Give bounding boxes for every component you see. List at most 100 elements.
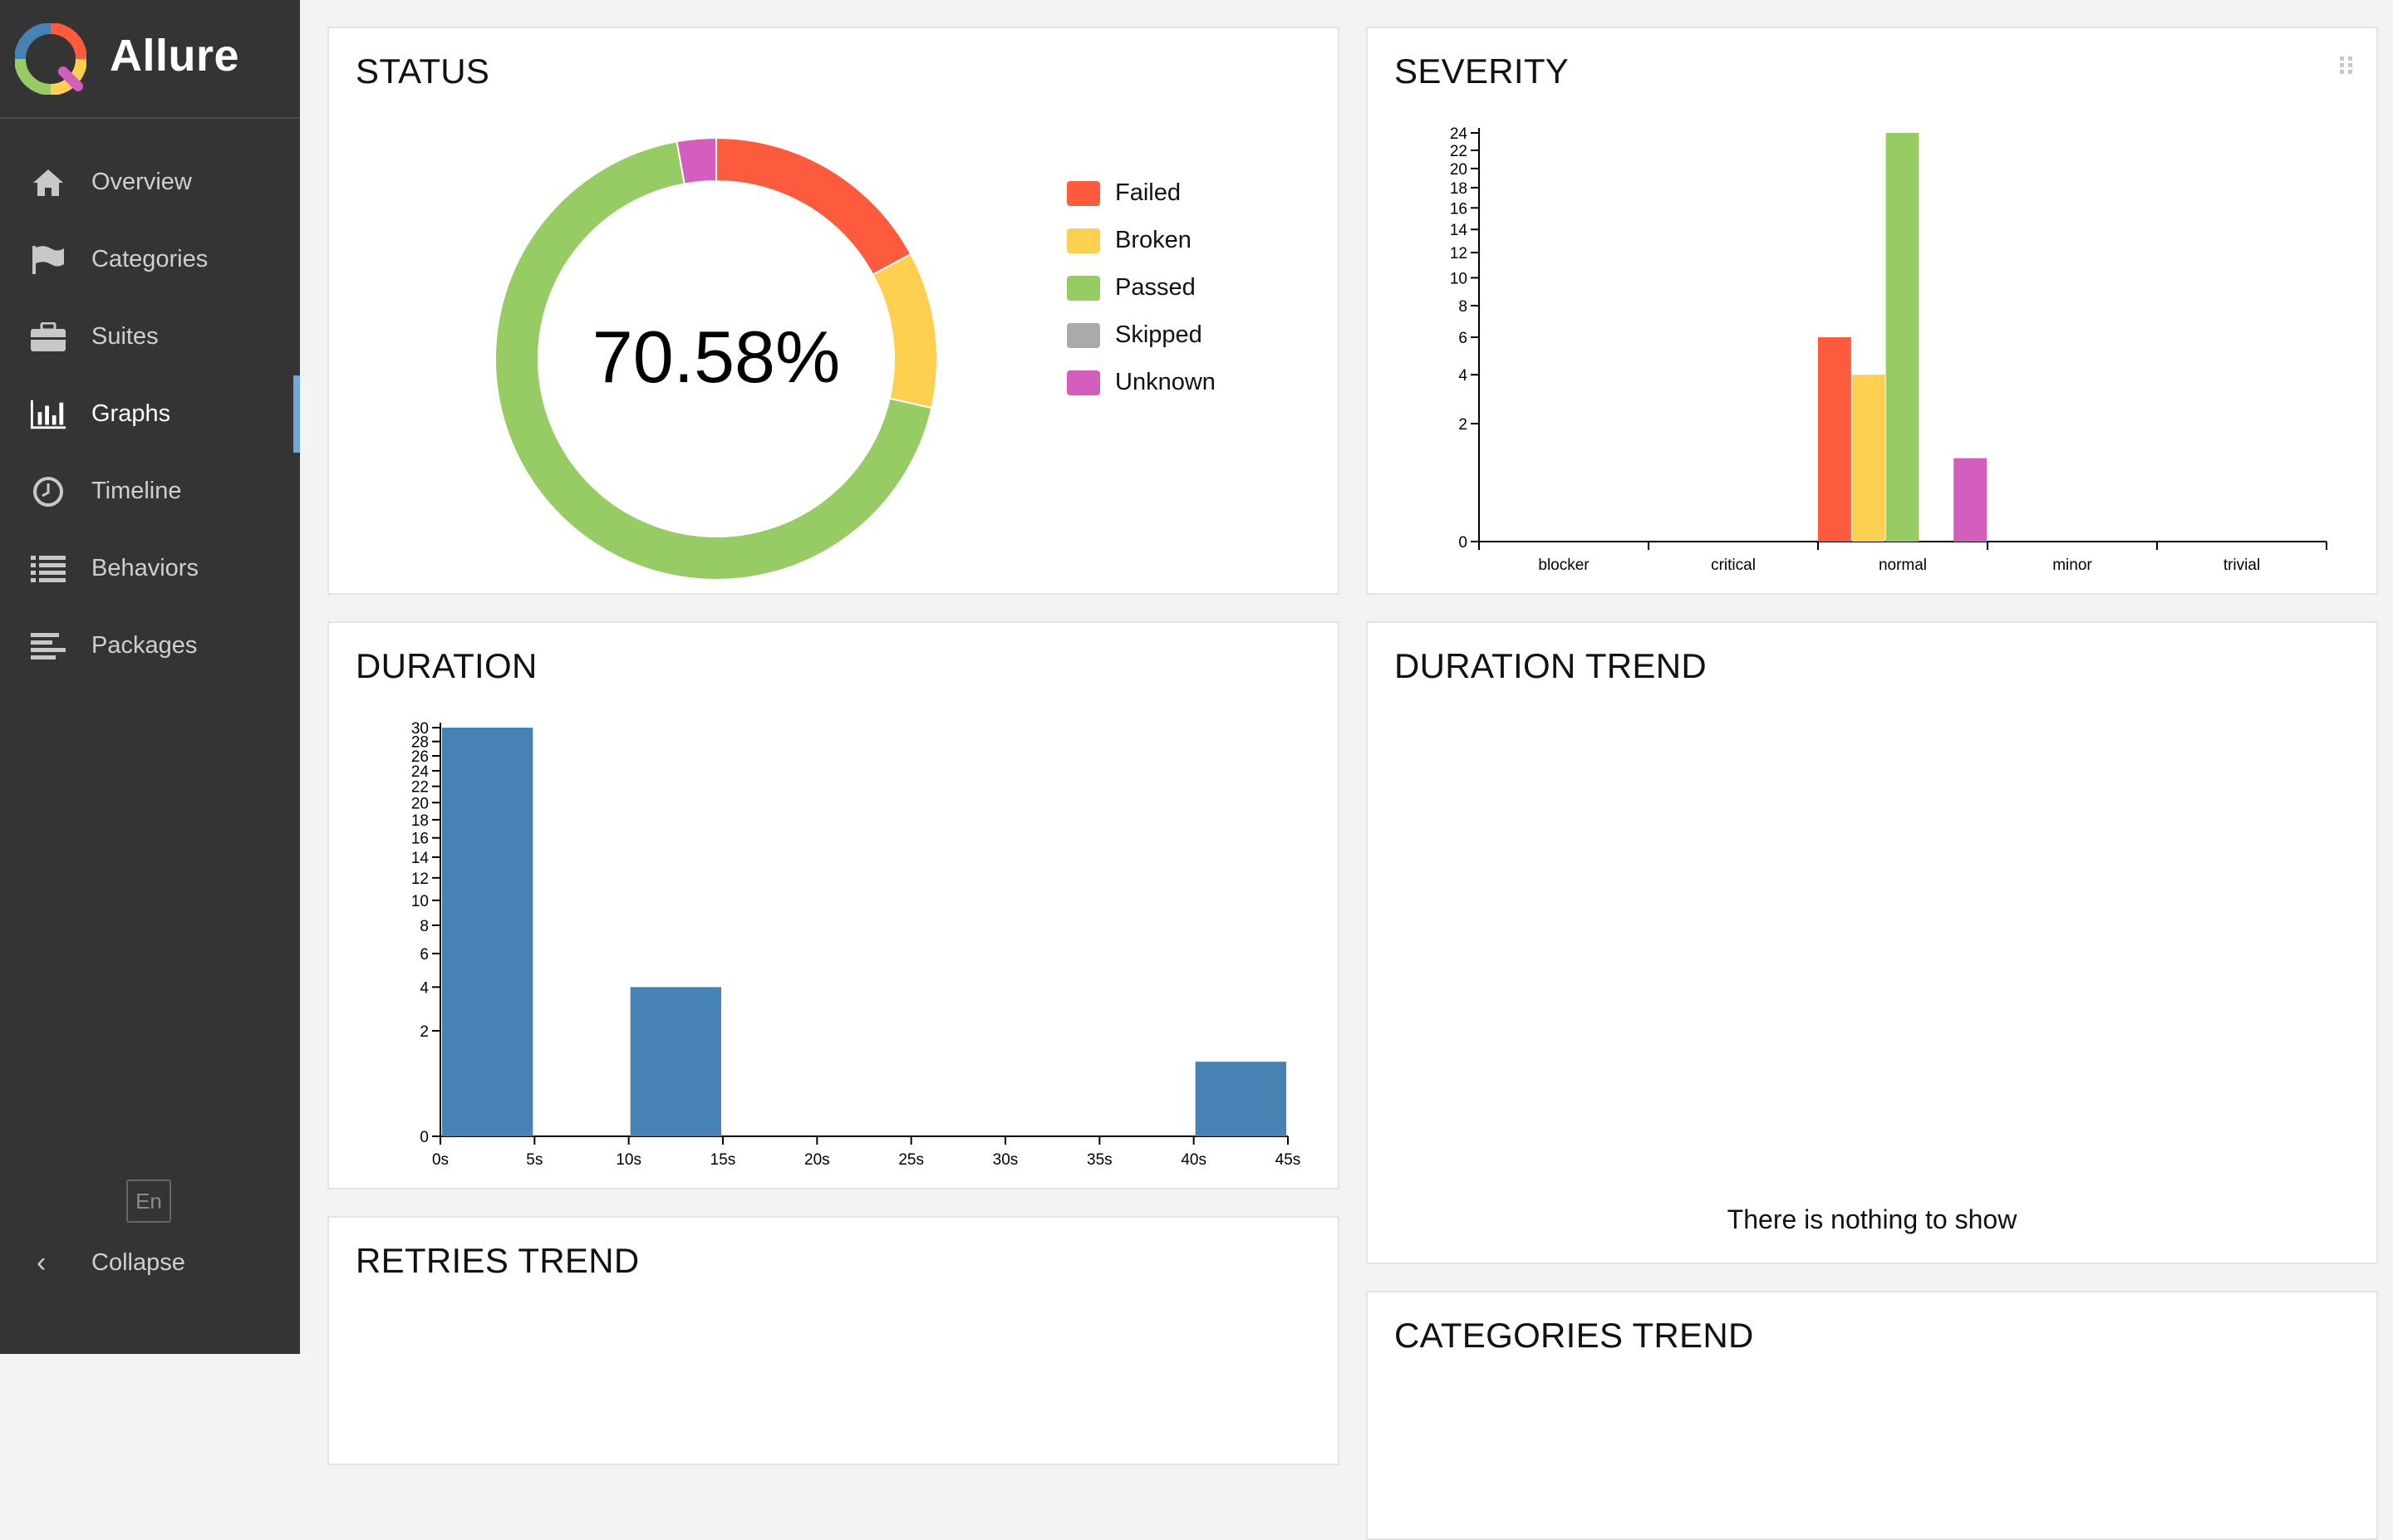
sidebar-item-label: Overview [91, 169, 192, 195]
y-tick-label: 14 [1450, 222, 1468, 239]
x-tick-label: 30s [993, 1151, 1019, 1169]
y-tick-label: 2 [420, 1023, 429, 1041]
status-percentage: 70.58% [592, 316, 840, 398]
legend-label: Skipped [1115, 321, 1202, 348]
legend-item-unknown[interactable]: Unknown [1067, 359, 1216, 406]
sidebar-item-suites[interactable]: Suites [0, 298, 300, 375]
bar-chart-icon [30, 396, 66, 433]
y-tick-label: 14 [411, 850, 430, 867]
x-tick-label: 15s [710, 1151, 736, 1169]
collapse-button[interactable]: ‹ Collapse [0, 1238, 300, 1287]
sidebar-item-label: Suites [91, 323, 159, 350]
x-tick-label: 45s [1275, 1151, 1301, 1169]
flag-icon [30, 242, 66, 278]
x-tick-label: 25s [898, 1151, 924, 1169]
widget-title: SEVERITY [1394, 51, 1570, 91]
legend-swatch [1067, 275, 1100, 301]
y-tick-label: 18 [1450, 180, 1467, 198]
duration-trend-widget: DURATION TREND There is nothing to show [1366, 621, 2378, 1264]
x-tick-label: 35s [1087, 1151, 1113, 1169]
sidebar-item-packages[interactable]: Packages [0, 607, 300, 684]
y-tick-label: 20 [411, 795, 429, 812]
sidebar-item-categories[interactable]: Categories [0, 221, 300, 298]
briefcase-icon [30, 319, 66, 356]
x-tick-label: blocker [1538, 557, 1590, 574]
x-tick-label: minor [2052, 557, 2092, 574]
sidebar-item-graphs[interactable]: Graphs [0, 375, 300, 453]
y-tick-label: 12 [1450, 245, 1467, 262]
bar-passed-normal[interactable] [1885, 133, 1919, 542]
y-tick-label: 16 [1450, 200, 1467, 218]
home-icon [30, 164, 66, 201]
sidebar: Allure Overview Categories Suites Graphs [0, 0, 300, 1354]
y-tick-label: 6 [420, 946, 429, 964]
chevron-left-icon: ‹ [37, 1246, 47, 1278]
align-left-icon [30, 628, 66, 665]
y-tick-label: 20 [1450, 161, 1467, 179]
y-tick-label: 6 [1458, 330, 1467, 347]
empty-state-message: There is nothing to show [1727, 1204, 2017, 1234]
y-tick-label: 10 [411, 893, 429, 910]
pie-slice-failed[interactable] [715, 136, 912, 276]
brand[interactable]: Allure [0, 0, 300, 119]
legend-item-broken[interactable]: Broken [1067, 217, 1216, 264]
x-tick-label: 20s [804, 1151, 830, 1169]
legend-item-skipped[interactable]: Skipped [1067, 311, 1216, 359]
retries-trend-widget: RETRIES TREND [327, 1216, 1339, 1465]
app-name: Allure [110, 31, 240, 81]
widget-title: CATEGORIES TREND [1394, 1316, 1754, 1355]
legend-swatch [1067, 228, 1100, 253]
legend-label: Unknown [1115, 369, 1216, 395]
y-tick-label: 12 [411, 871, 429, 888]
y-tick-label: 22 [411, 779, 429, 797]
y-tick-label: 8 [1458, 298, 1467, 316]
y-tick-label: 2 [1458, 416, 1467, 434]
histogram-bar[interactable] [1195, 1062, 1286, 1136]
bar-failed-normal[interactable] [1818, 337, 1851, 542]
y-tick-label: 0 [420, 1129, 429, 1146]
legend-label: Broken [1115, 227, 1192, 253]
categories-trend-widget: CATEGORIES TREND [1366, 1291, 2378, 1540]
sidebar-item-overview[interactable]: Overview [0, 144, 300, 221]
histogram-bar[interactable] [630, 987, 721, 1136]
y-tick-label: 28 [411, 734, 429, 752]
bar-unknown-normal[interactable] [1953, 458, 1987, 542]
x-tick-label: 40s [1181, 1151, 1206, 1169]
histogram-bar[interactable] [442, 728, 533, 1136]
legend-item-failed[interactable]: Failed [1067, 169, 1216, 217]
language-button[interactable]: En [126, 1180, 171, 1223]
sidebar-item-label: Timeline [91, 478, 182, 504]
duration-widget: DURATION 0 2 4 6 8 10 12 14 16 18 20 22 24 26 28 30 0s 5s… [327, 621, 1339, 1189]
sidebar-item-timeline[interactable]: Timeline [0, 453, 300, 530]
drag-handle-icon[interactable] [2338, 55, 2355, 76]
widget-title: DURATION [356, 646, 538, 685]
pie-slice-unknown[interactable] [676, 136, 717, 185]
severity-widget: SEVERITY 0 2 4 6 8 10 12 14 16 18 20 22 24 blocker cri… [1366, 27, 2378, 595]
legend-swatch [1067, 370, 1100, 395]
y-tick-label: 22 [1450, 143, 1467, 160]
x-tick-label: 5s [526, 1151, 543, 1169]
x-tick-label: 10s [616, 1151, 641, 1169]
y-tick-label: 24 [411, 763, 430, 781]
x-tick-label: critical [1711, 557, 1756, 574]
sidebar-item-behaviors[interactable]: Behaviors [0, 530, 300, 607]
y-tick-label: 8 [420, 918, 429, 935]
bar-broken-normal[interactable] [1851, 375, 1885, 542]
y-tick-label: 24 [1450, 125, 1468, 143]
y-tick-label: 4 [1458, 367, 1467, 385]
pie-slice-passed[interactable] [494, 140, 933, 581]
x-tick-label: normal [1879, 557, 1927, 574]
y-tick-label: 18 [411, 812, 429, 830]
legend-swatch [1067, 180, 1100, 206]
sidebar-item-label: Categories [91, 246, 209, 272]
legend-label: Passed [1115, 274, 1196, 301]
y-tick-label: 26 [411, 748, 429, 766]
status-legend: Failed Broken Passed Skipped Unknown [1067, 169, 1216, 406]
allure-logo-icon [15, 23, 86, 95]
pie-slice-broken[interactable] [872, 253, 938, 410]
widget-title: RETRIES TREND [356, 1241, 640, 1280]
legend-label: Failed [1115, 179, 1181, 206]
y-tick-label: 30 [411, 720, 429, 738]
legend-item-passed[interactable]: Passed [1067, 264, 1216, 311]
